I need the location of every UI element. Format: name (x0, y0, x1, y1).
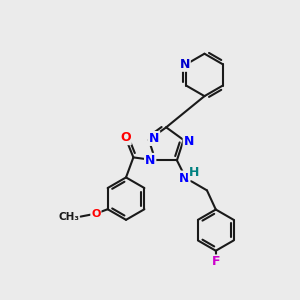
Text: N: N (149, 132, 159, 145)
Text: N: N (145, 154, 155, 167)
Text: N: N (179, 172, 190, 184)
Text: N: N (179, 58, 190, 71)
Text: CH₃: CH₃ (58, 212, 79, 222)
Text: F: F (212, 255, 220, 268)
Text: H: H (189, 166, 199, 179)
Text: O: O (120, 131, 131, 144)
Text: N: N (184, 135, 194, 148)
Text: O: O (91, 208, 101, 219)
